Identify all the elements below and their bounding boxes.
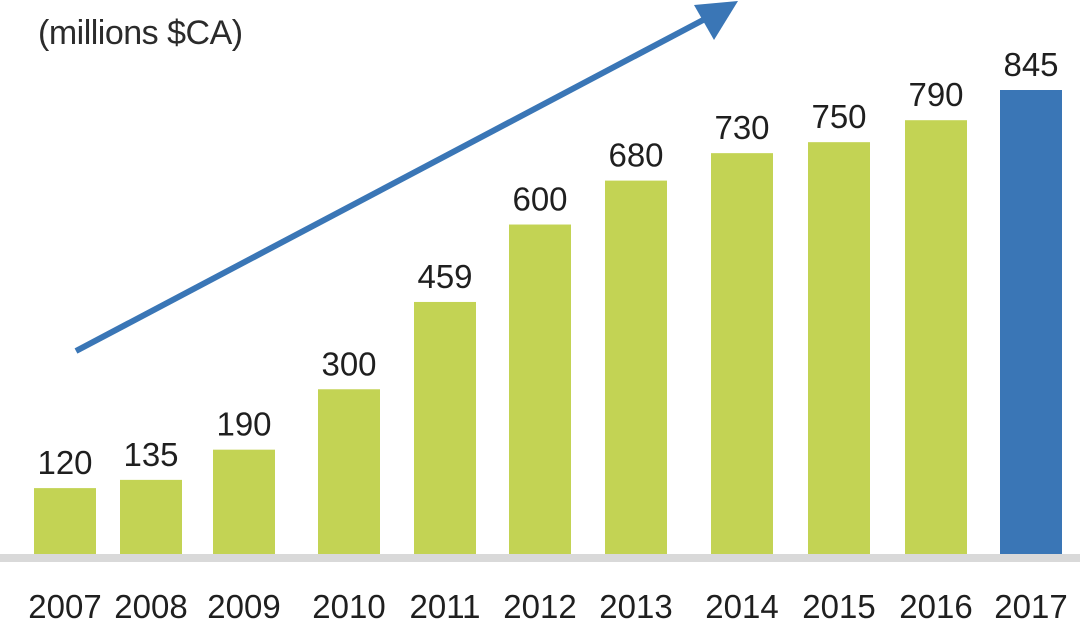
bar-2010 [318,389,380,554]
x-tick-label-2008: 2008 [114,588,187,624]
data-label-2013: 680 [608,137,663,174]
data-label-2017: 845 [1003,46,1058,83]
bar-2015 [808,142,870,554]
data-label-2012: 600 [512,181,567,218]
data-label-2016: 790 [908,76,963,113]
bar-2016 [905,120,967,555]
bar-2013 [605,180,667,554]
x-tick-label-2010: 2010 [312,588,385,624]
bar-2009 [213,449,275,554]
data-label-2014: 730 [714,109,769,146]
bar-2007 [34,488,96,554]
x-tick-label-2009: 2009 [207,588,280,624]
x-tick-label-2013: 2013 [599,588,672,624]
bar-2011 [414,301,476,554]
x-tick-label-2011: 2011 [410,588,481,624]
data-label-2015: 750 [811,98,866,135]
x-tick-label-2015: 2015 [802,588,875,624]
trend-arrow-line [74,16,707,354]
bar-2012 [509,224,571,555]
data-label-2011: 459 [417,258,472,295]
x-tick-label-2016: 2016 [899,588,972,624]
bar-2017 [1000,90,1062,554]
x-tick-label-2007: 2007 [28,588,101,624]
x-tick-label-2012: 2012 [503,588,576,624]
data-label-2007: 120 [37,444,92,481]
x-axis-baseline [0,554,1080,562]
bar-2008 [120,479,182,554]
unit-label: (millions $CA) [38,14,243,52]
bar-2014 [711,153,773,554]
trend-arrow-head [694,1,738,40]
data-label-2009: 190 [216,406,271,443]
x-tick-label-2017: 2017 [994,588,1067,624]
x-tick-label-2014: 2014 [705,588,778,624]
data-label-2008: 135 [123,436,178,473]
data-label-2010: 300 [321,345,376,382]
